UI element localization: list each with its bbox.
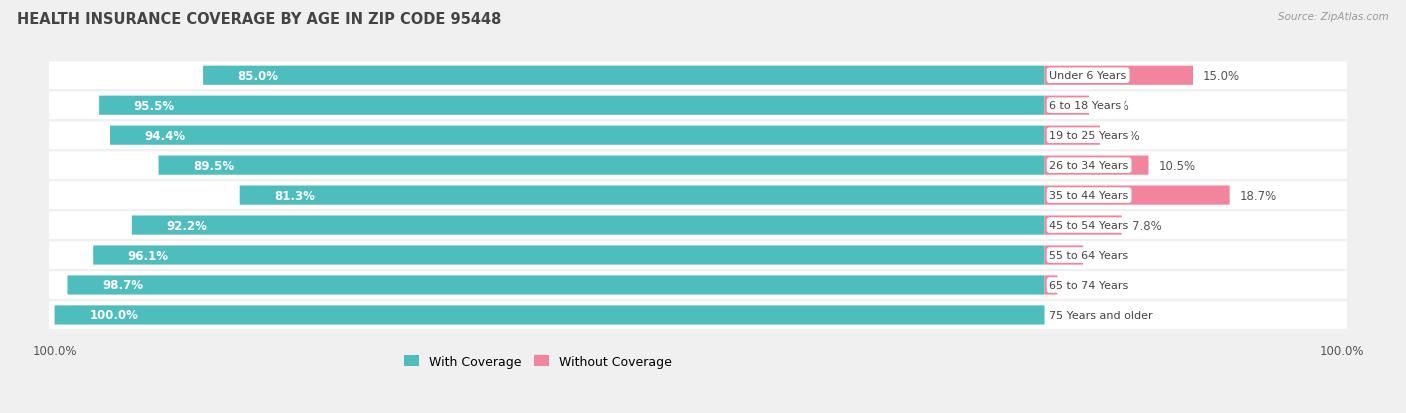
FancyBboxPatch shape (239, 186, 1045, 205)
Text: 4.5%: 4.5% (1099, 100, 1129, 112)
FancyBboxPatch shape (132, 216, 1045, 235)
FancyBboxPatch shape (1045, 216, 1122, 235)
FancyBboxPatch shape (93, 246, 1045, 265)
FancyBboxPatch shape (100, 96, 1045, 116)
Text: 89.5%: 89.5% (193, 159, 235, 172)
FancyBboxPatch shape (49, 92, 1347, 120)
FancyBboxPatch shape (1045, 276, 1057, 295)
Text: 96.1%: 96.1% (128, 249, 169, 262)
Text: 5.6%: 5.6% (1109, 129, 1140, 142)
Text: 85.0%: 85.0% (238, 69, 278, 83)
Text: 92.2%: 92.2% (166, 219, 207, 232)
Text: Under 6 Years: Under 6 Years (1049, 71, 1126, 81)
FancyBboxPatch shape (1045, 246, 1083, 265)
FancyBboxPatch shape (49, 62, 1347, 90)
FancyBboxPatch shape (49, 212, 1347, 239)
FancyBboxPatch shape (49, 182, 1347, 209)
Text: 75 Years and older: 75 Years and older (1049, 310, 1153, 320)
Text: 3.9%: 3.9% (1092, 249, 1123, 262)
FancyBboxPatch shape (49, 122, 1347, 150)
FancyBboxPatch shape (49, 242, 1347, 269)
Text: 55 to 64 Years: 55 to 64 Years (1049, 250, 1129, 260)
Text: 6 to 18 Years: 6 to 18 Years (1049, 101, 1122, 111)
FancyBboxPatch shape (159, 156, 1045, 175)
Text: 65 to 74 Years: 65 to 74 Years (1049, 280, 1129, 290)
Text: 18.7%: 18.7% (1240, 189, 1277, 202)
FancyBboxPatch shape (49, 271, 1347, 299)
FancyBboxPatch shape (49, 152, 1347, 180)
FancyBboxPatch shape (1045, 186, 1230, 205)
Text: 95.5%: 95.5% (134, 100, 174, 112)
FancyBboxPatch shape (1045, 96, 1090, 116)
FancyBboxPatch shape (1045, 156, 1149, 175)
Text: 15.0%: 15.0% (1204, 69, 1240, 83)
FancyBboxPatch shape (110, 126, 1045, 145)
FancyBboxPatch shape (1045, 126, 1099, 145)
Text: 19 to 25 Years: 19 to 25 Years (1049, 131, 1129, 141)
FancyBboxPatch shape (202, 66, 1045, 85)
Legend: With Coverage, Without Coverage: With Coverage, Without Coverage (399, 350, 676, 373)
Text: 0.0%: 0.0% (1054, 309, 1084, 322)
Text: Source: ZipAtlas.com: Source: ZipAtlas.com (1278, 12, 1389, 22)
FancyBboxPatch shape (55, 306, 1045, 325)
Text: 1.3%: 1.3% (1067, 279, 1097, 292)
Text: 26 to 34 Years: 26 to 34 Years (1049, 161, 1129, 171)
Text: HEALTH INSURANCE COVERAGE BY AGE IN ZIP CODE 95448: HEALTH INSURANCE COVERAGE BY AGE IN ZIP … (17, 12, 502, 27)
Text: 94.4%: 94.4% (145, 129, 186, 142)
Text: 98.7%: 98.7% (103, 279, 143, 292)
FancyBboxPatch shape (49, 301, 1347, 329)
FancyBboxPatch shape (1045, 66, 1194, 85)
Text: 45 to 54 Years: 45 to 54 Years (1049, 221, 1129, 230)
Text: 100.0%: 100.0% (89, 309, 138, 322)
Text: 10.5%: 10.5% (1159, 159, 1195, 172)
Text: 35 to 44 Years: 35 to 44 Years (1049, 191, 1129, 201)
FancyBboxPatch shape (67, 276, 1045, 295)
Text: 81.3%: 81.3% (274, 189, 315, 202)
Text: 7.8%: 7.8% (1132, 219, 1161, 232)
